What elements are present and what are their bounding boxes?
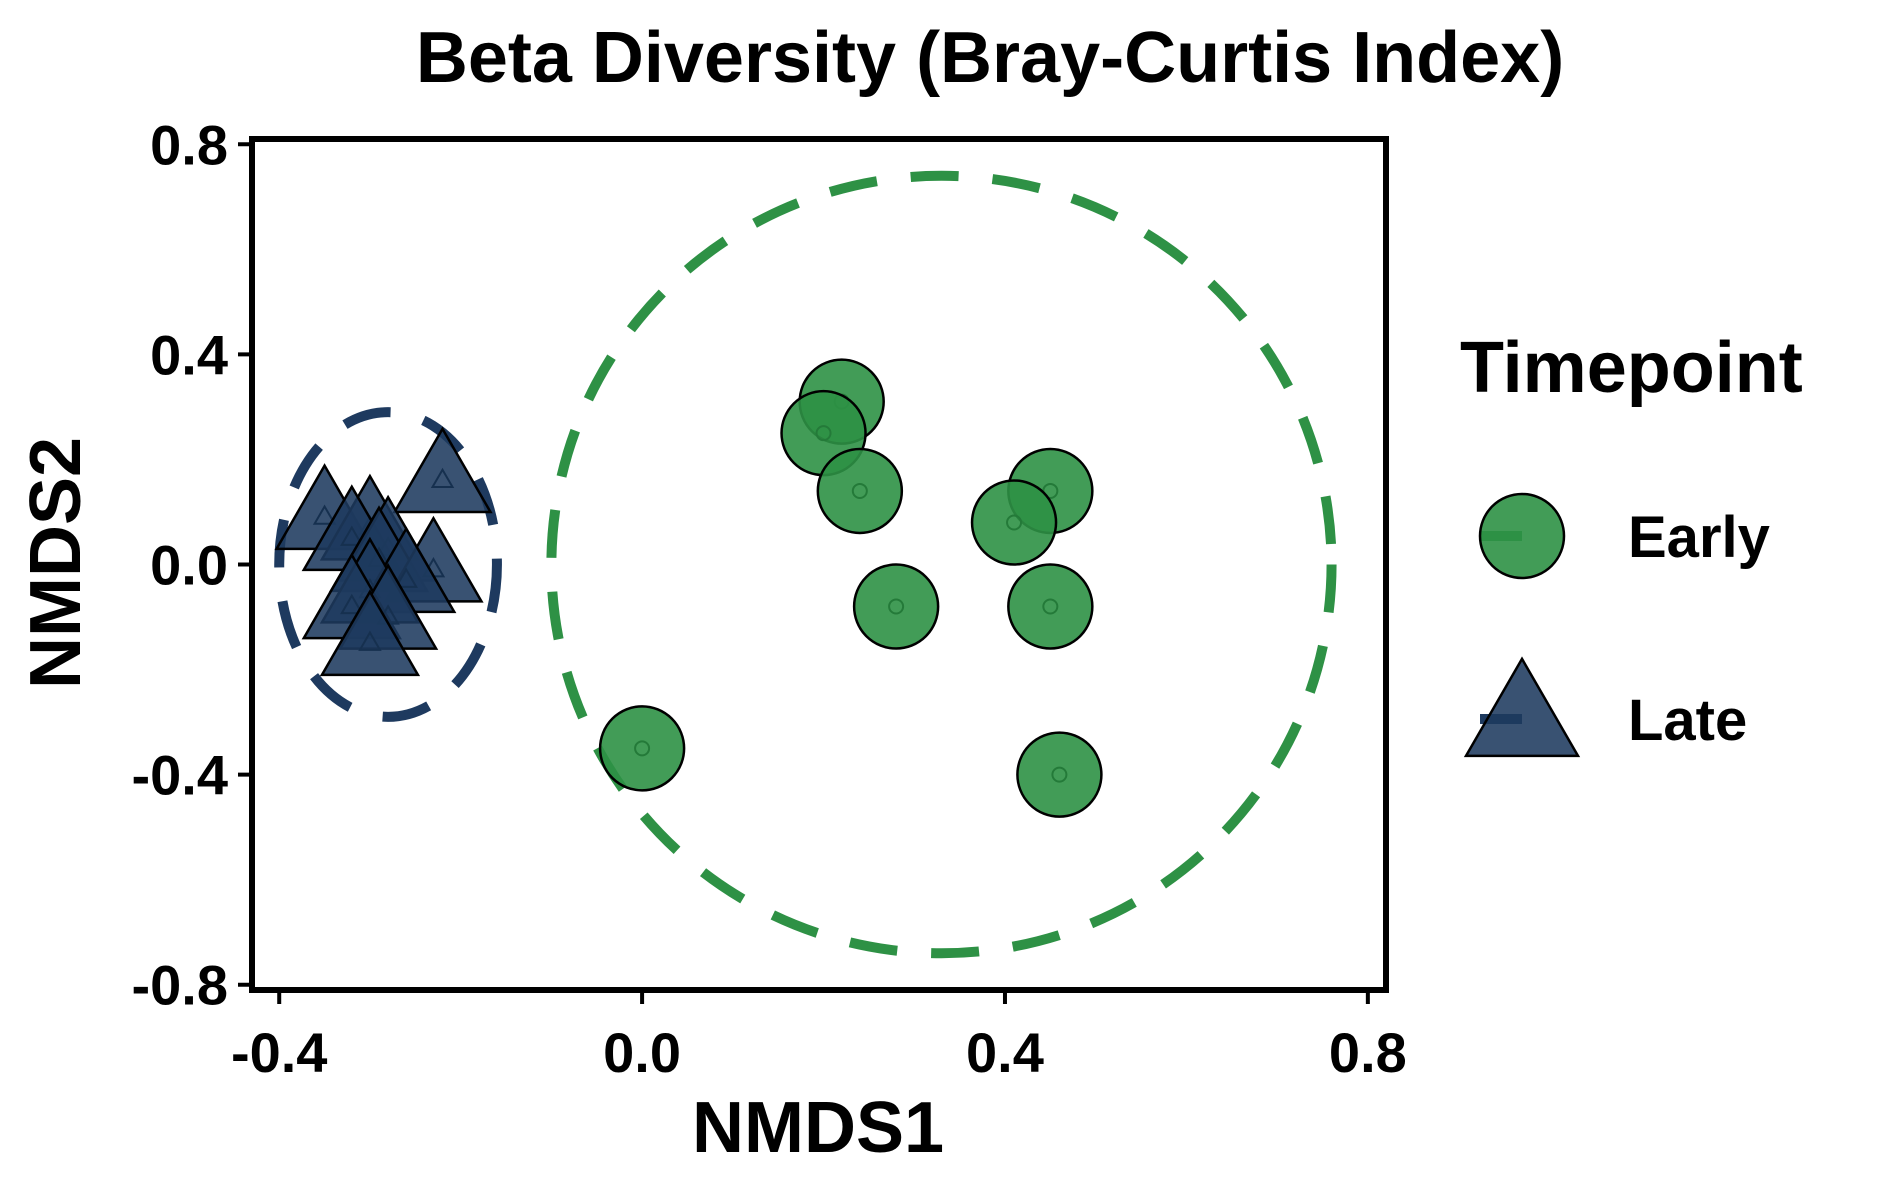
- x-tick-label: 0.4: [966, 1021, 1044, 1084]
- point-early: [598, 705, 686, 792]
- y-tick-label: 0.8: [150, 113, 228, 176]
- legend-key-early: [1478, 492, 1566, 580]
- point-early: [816, 447, 904, 535]
- chart-title: Beta Diversity (Bray-Curtis Index): [416, 18, 1564, 98]
- point-late-center: [430, 467, 455, 489]
- y-tick-label: 0.4: [150, 323, 228, 386]
- plot-area: -0.4 0.0 0.4 0.8-0.8-0.40.00.40.8: [132, 113, 1407, 1084]
- point-late-center: [394, 567, 418, 588]
- point-early-center: [634, 740, 651, 757]
- point-early: [1007, 563, 1094, 650]
- x-axis-label: NMDS1: [692, 1088, 944, 1168]
- point-early-center: [851, 482, 868, 499]
- point-early-center: [1051, 766, 1068, 783]
- legend-label-late: Late: [1628, 688, 1747, 753]
- ellipse-late: [274, 407, 502, 722]
- point-early-center: [815, 425, 832, 442]
- legend-title: Timepoint: [1460, 328, 1803, 408]
- point-late-center: [340, 525, 364, 546]
- ellipse-early: [546, 170, 1337, 959]
- x-tick-label: 0.0: [603, 1021, 681, 1084]
- point-early: [852, 563, 940, 650]
- y-tick-label: -0.8: [132, 954, 229, 1017]
- point-late-center: [358, 630, 382, 651]
- legend: Timepoint Early Late: [1460, 328, 1803, 758]
- y-tick-label: -0.4: [132, 744, 229, 807]
- point-early-center: [888, 598, 905, 615]
- y-axis-label: NMDS2: [16, 437, 96, 689]
- y-tick-label: 0.0: [150, 534, 228, 597]
- x-tick-label: 0.8: [1329, 1021, 1407, 1084]
- point-early-center: [1006, 514, 1023, 531]
- legend-key-late: [1463, 656, 1581, 758]
- point-late-center: [312, 504, 337, 525]
- point-early: [970, 479, 1058, 566]
- point-late-center: [340, 593, 364, 615]
- point-early-center: [1042, 598, 1059, 615]
- point-early: [1016, 731, 1103, 818]
- legend-label-early: Early: [1628, 505, 1770, 570]
- x-tick-label: -0.4: [231, 1021, 328, 1084]
